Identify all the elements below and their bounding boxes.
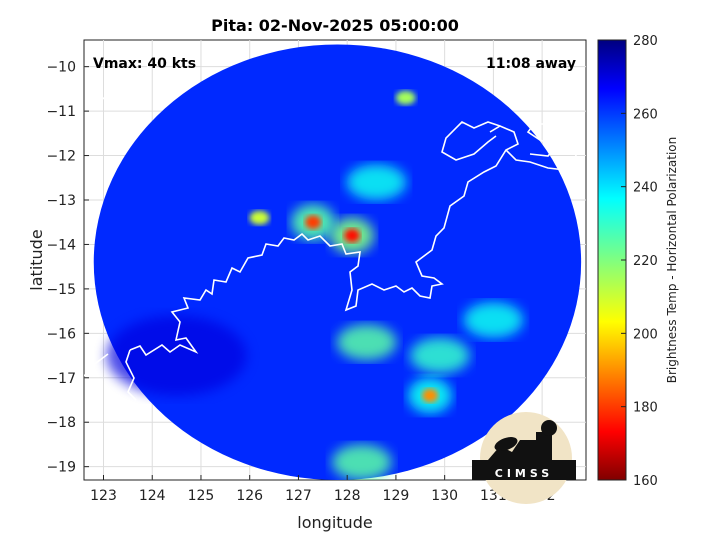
x-tick-label-1: 124 xyxy=(139,488,166,504)
feature-rain_band-7 xyxy=(409,337,470,374)
x-tick-label-5: 128 xyxy=(334,488,361,504)
chart-title: Pita: 02-Nov-2025 05:00:00 xyxy=(211,16,459,35)
coastline-main xyxy=(129,125,519,357)
colorbar-tick-label-1: 180 xyxy=(633,401,658,416)
feature-rain_band-6 xyxy=(336,324,397,361)
y-tick-label-5: −15 xyxy=(46,282,76,298)
colorbar-tick-label-5: 260 xyxy=(633,107,658,122)
y-tick-label-8: −18 xyxy=(46,415,76,431)
coastline-kimberley xyxy=(125,349,137,401)
x-tick-label-0: 123 xyxy=(90,488,117,504)
feature-rain_band-9 xyxy=(331,444,392,480)
feature-rain_band-8 xyxy=(463,302,524,338)
feature-convective_spot-11 xyxy=(395,90,416,105)
distance-annotation: 11:08 away xyxy=(486,56,576,72)
vmax-annotation: Vmax: 40 kts xyxy=(93,56,196,72)
colorbar-tick-label-6: 280 xyxy=(633,34,658,49)
logo-text: CIMSS xyxy=(495,467,553,480)
y-tick-label-6: −16 xyxy=(46,326,76,342)
feature-cold_core-2 xyxy=(305,215,322,230)
swath xyxy=(93,44,582,480)
y-tick-label-3: −13 xyxy=(46,193,76,209)
x-tick-label-6: 129 xyxy=(383,488,410,504)
y-ticks: −10 −11 −12 −13 −14 −15 −16 −17 −18 −19 xyxy=(46,60,89,476)
x-tick-label-7: 130 xyxy=(431,488,458,504)
cimss-logo: CIMSS xyxy=(472,412,576,504)
colorbar-tick-label-2: 200 xyxy=(633,327,658,342)
logo-ground xyxy=(472,460,576,480)
logo-tank xyxy=(541,420,557,436)
brightness-temp-field xyxy=(93,44,582,480)
coastline-arnhem xyxy=(505,123,579,171)
y-tick-label-2: −12 xyxy=(46,149,76,165)
y-tick-label-0: −10 xyxy=(46,60,76,76)
y-tick-label-1: −11 xyxy=(46,104,76,120)
logo-dish xyxy=(494,437,518,451)
colorbar-label: Brightness Temp - Horizontal Polarizatio… xyxy=(665,137,679,384)
feature-cold_cell-3 xyxy=(422,388,439,403)
feature-convective_spot-10 xyxy=(249,210,270,225)
x-axis-label: longitude xyxy=(297,513,372,532)
y-axis-label: latitude xyxy=(27,229,46,290)
logo-building xyxy=(488,432,552,460)
colorbar-tick-label-0: 160 xyxy=(633,474,658,489)
y-tick-label-9: −19 xyxy=(46,460,76,476)
colorbar-ticks: 160 180 200 220 240 260 280 xyxy=(621,34,658,489)
colorbar-tick-label-4: 240 xyxy=(633,181,658,196)
x-tick-label-4: 127 xyxy=(285,488,312,504)
coastline-gulf xyxy=(441,121,501,161)
x-tick-label-2: 125 xyxy=(188,488,215,504)
coastline-west xyxy=(84,353,109,377)
feature-warm_land-4 xyxy=(106,315,247,396)
coastline xyxy=(84,45,579,401)
y-tick-label-4: −14 xyxy=(46,237,76,253)
colorbar-tick-label-3: 220 xyxy=(633,254,658,269)
logo-tower xyxy=(546,430,552,460)
y-tick-label-7: −17 xyxy=(46,371,76,387)
coastline-island xyxy=(91,45,169,107)
x-tick-label-3: 126 xyxy=(236,488,263,504)
feature-rain_band-5 xyxy=(346,164,407,201)
feature-cold_core-1 xyxy=(344,228,361,243)
